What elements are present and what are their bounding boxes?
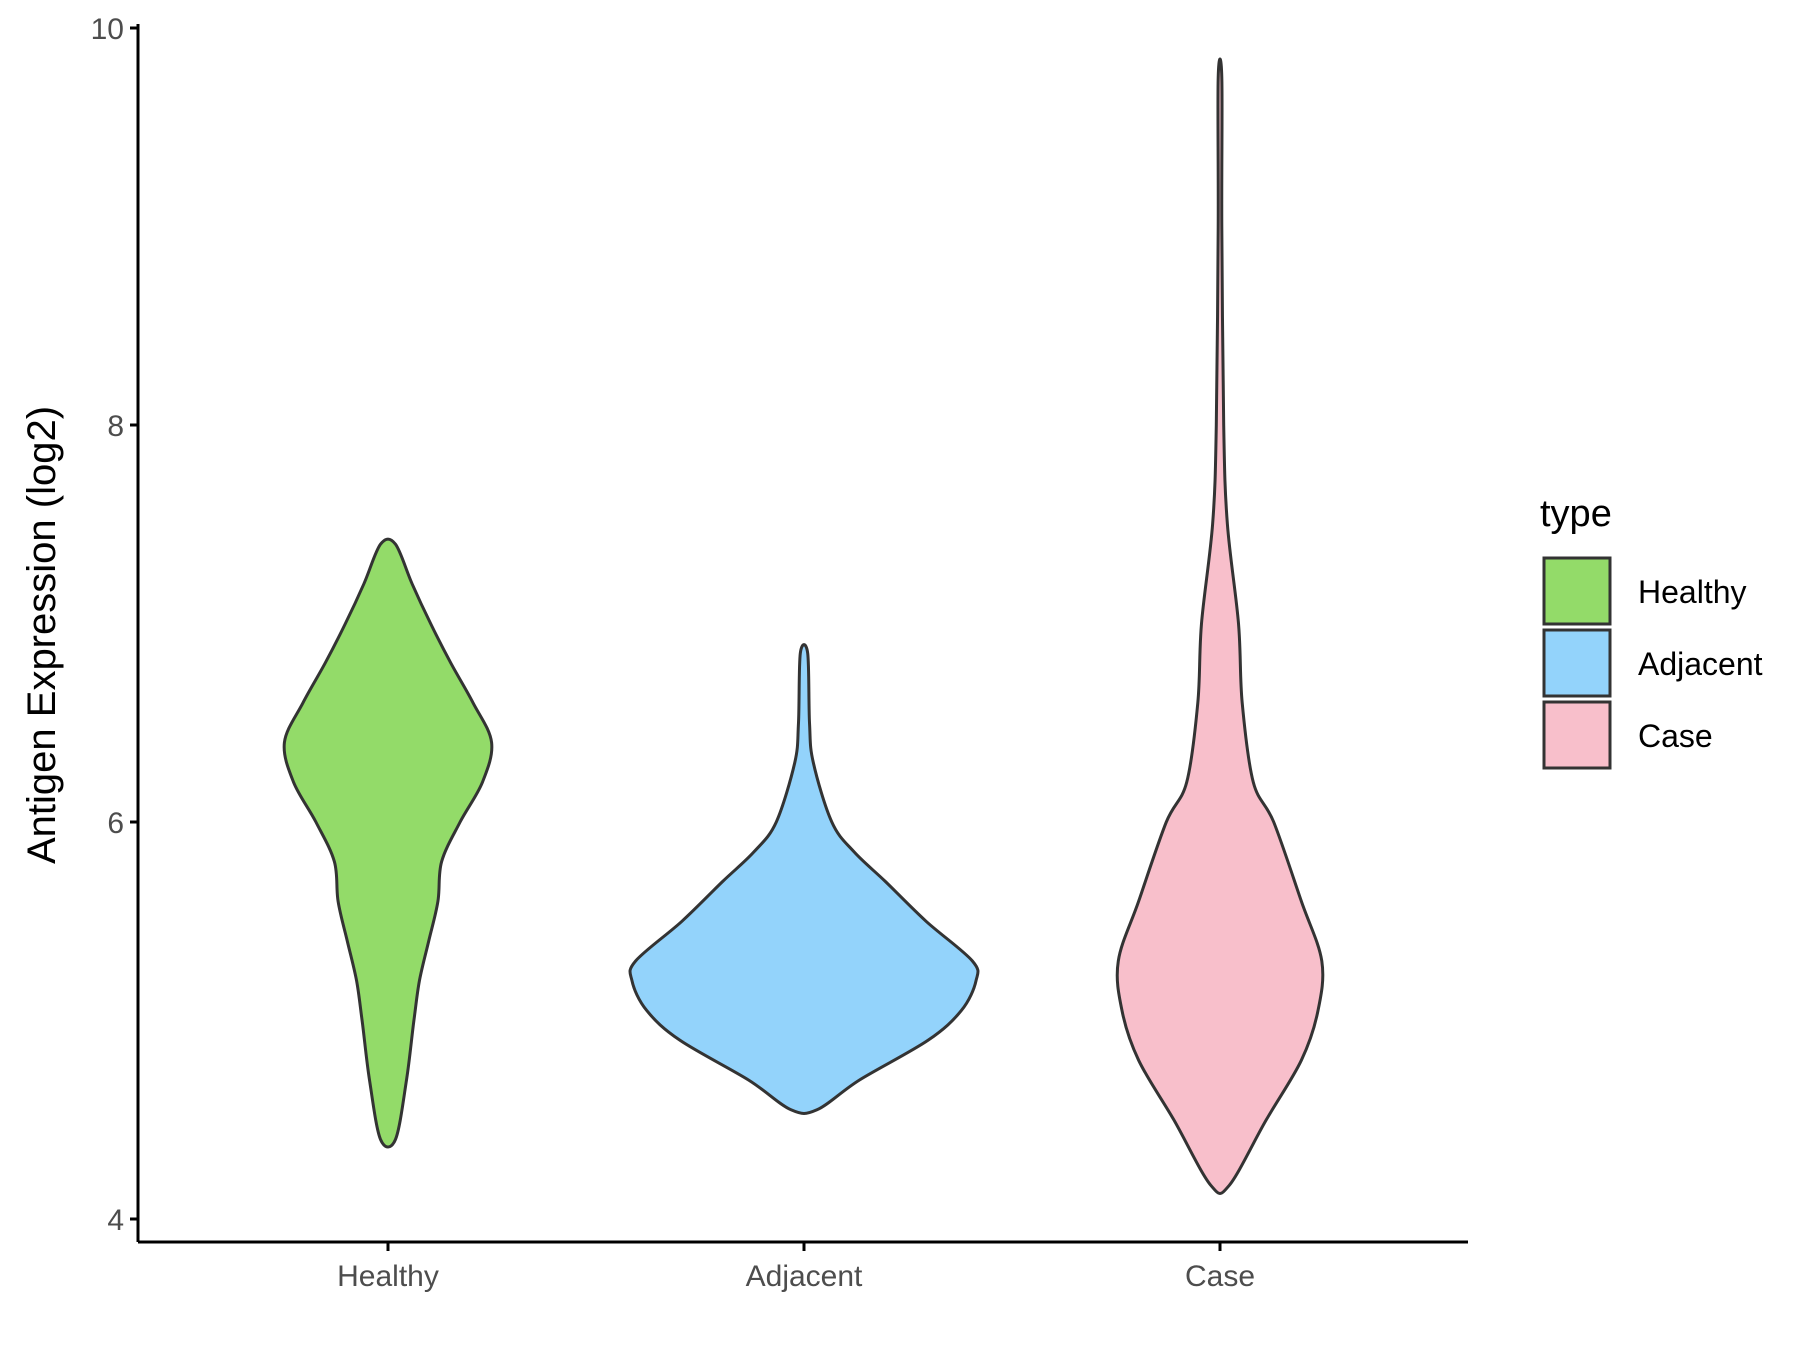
y-tick-label: 10 (91, 13, 124, 46)
violin-layer (282, 57, 1325, 1195)
x-axis-ticks: Healthy Adjacent Case (337, 1242, 1255, 1293)
x-tick-label: Adjacent (746, 1260, 863, 1293)
y-axis-ticks: 4 6 8 10 (91, 13, 138, 1237)
legend-swatch-adjacent (1542, 628, 1612, 698)
x-tick-label: Healthy (337, 1260, 439, 1293)
y-axis-title: Antigen Expression (log2) (20, 406, 64, 864)
legend-label-case: Case (1638, 718, 1713, 754)
y-tick-label: 6 (107, 807, 124, 840)
violin-healthy (282, 537, 494, 1149)
legend-title: type (1540, 493, 1612, 535)
violin-case (1115, 57, 1325, 1195)
y-tick-label: 4 (107, 1204, 124, 1237)
violin-adjacent (628, 643, 980, 1116)
legend-label-adjacent: Adjacent (1638, 646, 1763, 682)
legend-label-healthy: Healthy (1638, 574, 1747, 610)
y-tick-label: 8 (107, 410, 124, 443)
legend-swatch-healthy (1542, 556, 1612, 626)
x-tick-label: Case (1185, 1260, 1255, 1293)
legend-swatch-case (1542, 700, 1612, 770)
legend: type Healthy Adjacent Case (1540, 493, 1763, 770)
